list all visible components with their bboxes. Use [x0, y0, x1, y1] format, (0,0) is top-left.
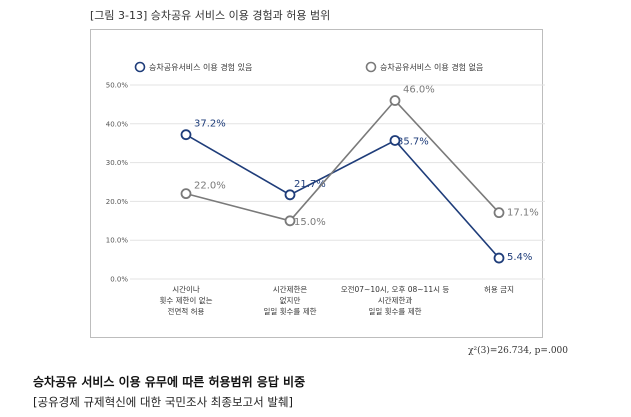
x-tick-label: 시간제한과 [378, 295, 413, 305]
y-tick-label: 40.0% [106, 120, 129, 128]
y-tick-label: 20.0% [106, 198, 129, 206]
chi-square-stat: χ²(3)=26.734, p=.000 [468, 346, 568, 356]
data-label: 37.2% [194, 119, 226, 130]
x-tick-label: 오전07~10시, 오후 08~11시 등 [341, 284, 450, 294]
series-line [185, 133, 500, 259]
x-tick-label: 전면적 허용 [168, 306, 205, 316]
legend-marker [134, 61, 146, 73]
figure-label: [그림 3-13] 승차공유 서비스 이용 경험과 허용 범위 [90, 9, 331, 22]
legend-marker [365, 61, 377, 73]
data-point [389, 95, 401, 106]
data-label: 5.4% [507, 252, 532, 263]
data-point [389, 135, 401, 146]
data-point [284, 189, 296, 201]
x-tick-label: 일일 횟수를 제한 [368, 306, 421, 316]
y-tick-label: 30.0% [106, 159, 129, 167]
x-tick-label: 시간이나 [172, 284, 200, 294]
data-label: 17.1% [507, 208, 539, 219]
x-tick-label: 횟수 제한이 없는 [159, 295, 212, 305]
data-label: 21.7% [294, 179, 326, 190]
data-label: 46.0% [403, 85, 435, 96]
legend-label: 승차공유서비스 이용 경험 없음 [380, 62, 483, 72]
chart-source: [공유경제 규제혁신에 대한 국민조사 최종보고서 발췌] [33, 395, 294, 409]
series-line [185, 99, 500, 222]
chart-caption: 승차공유 서비스 이용 유무에 따른 허용범위 응답 비중 [33, 375, 306, 389]
data-point [493, 207, 505, 219]
legend-label: 승차공유서비스 이용 경험 있음 [149, 62, 252, 72]
data-point [493, 252, 505, 264]
data-label: 35.7% [397, 136, 429, 147]
data-label: 15.0% [294, 217, 326, 228]
x-tick-label: 시간제한은 [273, 284, 308, 294]
y-tick-label: 0.0% [110, 276, 128, 284]
data-point [180, 129, 192, 141]
data-point [284, 215, 296, 227]
chart-frame [90, 29, 543, 338]
y-tick-label: 50.0% [106, 82, 129, 90]
data-point [180, 188, 192, 200]
x-tick-label: 허용 금지 [484, 285, 514, 294]
data-label: 22.0% [194, 181, 226, 192]
x-tick-label: 일일 횟수를 제한 [263, 306, 316, 316]
y-tick-label: 10.0% [106, 237, 129, 245]
x-tick-label: 없지만 [280, 296, 301, 305]
